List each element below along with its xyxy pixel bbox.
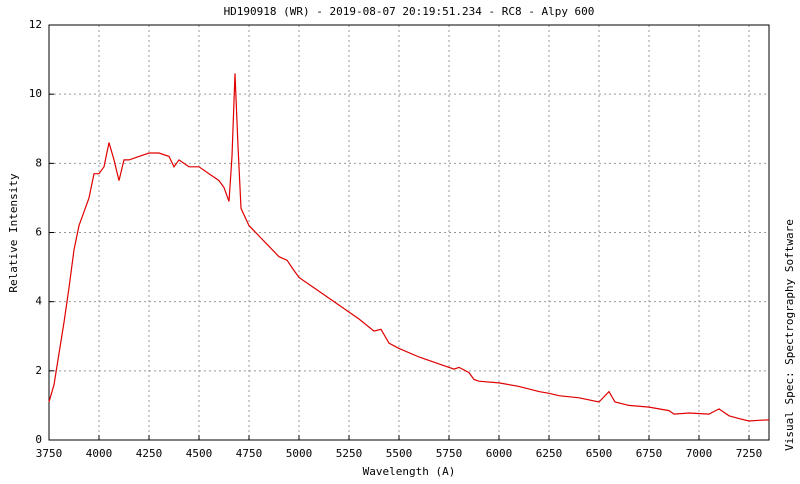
- y-tick-label: 8: [35, 156, 42, 169]
- x-tick-label: 6000: [486, 447, 513, 460]
- y-axis-label: Relative Intensity: [7, 173, 20, 293]
- x-tick-label: 6250: [536, 447, 563, 460]
- x-tick-label: 4750: [236, 447, 263, 460]
- x-tick-label: 6750: [636, 447, 663, 460]
- x-tick-label: 7000: [686, 447, 713, 460]
- x-tick-label: 5500: [386, 447, 413, 460]
- x-tick-label: 5250: [336, 447, 363, 460]
- spectrum-line: [48, 73, 770, 422]
- y-tick-label: 10: [29, 87, 42, 100]
- x-axis-label: Wavelength (A): [363, 465, 456, 478]
- x-tick-label: 5750: [436, 447, 463, 460]
- chart-title: HD190918 (WR) - 2019-08-07 20:19:51.234 …: [224, 5, 595, 18]
- x-tick-label: 4500: [186, 447, 213, 460]
- y-tick-label: 0: [35, 433, 42, 446]
- y-tick-label: 4: [35, 295, 42, 308]
- x-tick-label: 6500: [586, 447, 613, 460]
- x-tick-label: 3750: [36, 447, 63, 460]
- y-tick-label: 2: [35, 364, 42, 377]
- x-tick-label: 4250: [136, 447, 163, 460]
- side-label: Visual Spec: Spectrography Software: [783, 219, 796, 451]
- x-tick-label: 7250: [736, 447, 763, 460]
- plot-frame: [48, 24, 770, 441]
- x-tick-label: 4000: [86, 447, 113, 460]
- x-tick-label: 5000: [286, 447, 313, 460]
- y-tick-label: 12: [29, 18, 42, 31]
- y-tick-label: 6: [35, 226, 42, 239]
